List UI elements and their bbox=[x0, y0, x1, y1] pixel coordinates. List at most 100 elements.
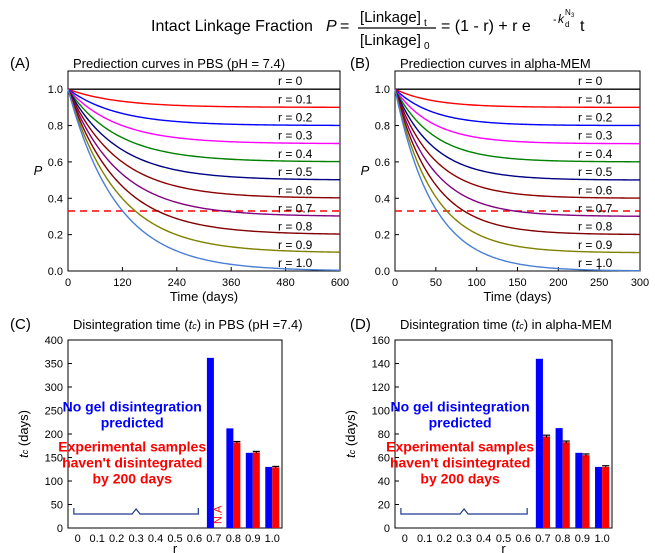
plot-frame bbox=[67, 70, 341, 272]
y-tick-label: 0.8 bbox=[48, 121, 63, 133]
series-line-r-0.5 bbox=[67, 88, 341, 181]
y-tick-label: 100 bbox=[372, 406, 390, 418]
y-tick-label: 400 bbox=[45, 335, 63, 347]
x-tick-label: 0.8 bbox=[226, 533, 241, 545]
y-tick-label: 0 bbox=[384, 523, 390, 535]
x-tick-label: 100 bbox=[467, 277, 485, 289]
panel-a: (A) Prediection curves in PBS (pH = 7.4) 0… bbox=[10, 55, 349, 304]
exponent-k-sup-sub: 3 bbox=[571, 13, 575, 19]
equation-rhs: = (1 - r) + r e bbox=[441, 18, 531, 35]
curve-label-r-0.3: r = 0.3 bbox=[578, 129, 613, 143]
equation-numerator: [Linkage] bbox=[360, 9, 421, 26]
series-line-r-0.9 bbox=[394, 89, 641, 254]
series-line-r-0.7 bbox=[394, 88, 641, 217]
series-line-r-0.4 bbox=[67, 88, 341, 163]
x-tick-label: 0.7 bbox=[535, 533, 550, 545]
annotation-blue-line: predicted bbox=[101, 414, 164, 430]
x-tick-label: 0.9 bbox=[575, 533, 590, 545]
bar-0.8-blue bbox=[555, 428, 563, 528]
y-tick-label: 80 bbox=[378, 429, 390, 441]
series-line-r-1 bbox=[67, 88, 341, 271]
annotation-red-line: Experimental samples bbox=[386, 438, 534, 454]
annotation-blue-line: No gel disintegration bbox=[390, 398, 529, 414]
x-tick-label: 0.8 bbox=[555, 533, 570, 545]
series-line-r-0.9 bbox=[67, 88, 341, 253]
y-axis-label: tc (days) bbox=[16, 410, 31, 458]
curve-label-r-0.2: r = 0.2 bbox=[278, 111, 313, 125]
x-tick-label: 300 bbox=[631, 277, 649, 289]
x-tick-label: 0.6 bbox=[516, 533, 531, 545]
bar-1.0-red bbox=[272, 467, 280, 528]
bracket bbox=[400, 508, 528, 515]
y-tick-label: 350 bbox=[45, 359, 63, 371]
series-line-r-0.1 bbox=[67, 88, 340, 108]
bar-0.9-red bbox=[582, 455, 590, 528]
bracket bbox=[73, 508, 199, 515]
x-tick-label: 0.1 bbox=[90, 533, 105, 545]
bar-1.0-red bbox=[602, 466, 610, 528]
x-axis-label: Time (days) bbox=[483, 289, 551, 304]
series-line-r-0.6 bbox=[67, 88, 341, 199]
series-line-r-0.6 bbox=[394, 88, 641, 199]
panel-c-title: Disintegration time (tc) in PBS (pH =7.4… bbox=[73, 317, 303, 332]
y-tick-label: 160 bbox=[372, 335, 390, 347]
x-tick-label: 1.0 bbox=[265, 533, 280, 545]
series-line-r-0.3 bbox=[67, 88, 341, 145]
y-tick-label: 20 bbox=[378, 500, 390, 512]
curve-label-r-1: r = 1.0 bbox=[578, 256, 613, 270]
x-tick-label: 360 bbox=[222, 277, 240, 289]
y-tick-label: 150 bbox=[45, 453, 63, 465]
exponent-k: k bbox=[558, 12, 565, 26]
y-tick-label: 200 bbox=[45, 429, 63, 441]
annotation-red-line: Experimental samples bbox=[58, 438, 206, 454]
x-tick-label: 0.9 bbox=[245, 533, 260, 545]
bar-0.7-red bbox=[542, 436, 551, 528]
x-tick-label: 120 bbox=[113, 277, 131, 289]
series-line-r-0.2 bbox=[67, 88, 341, 127]
curve-label-r-0.1: r = 0.1 bbox=[278, 92, 313, 106]
y-tick-label: 0.4 bbox=[375, 193, 390, 205]
curve-label-r-0.8: r = 0.8 bbox=[578, 220, 613, 234]
panel-c: (C) Disintegration time (tc) in PBS (pH =… bbox=[10, 316, 303, 553]
y-tick-label: 0.6 bbox=[375, 157, 390, 169]
x-tick-label: 0 bbox=[392, 277, 398, 289]
series-line-r-0.8 bbox=[394, 88, 641, 236]
y-axis-label: tc (days) bbox=[343, 410, 358, 458]
annotation-red-line: by 200 days bbox=[93, 470, 173, 486]
equation-denominator: [Linkage] bbox=[360, 32, 421, 49]
curve-label-r-0: r = 0 bbox=[578, 74, 603, 88]
equation-tail: t bbox=[580, 18, 585, 35]
curve-label-r-0.4: r = 0.4 bbox=[278, 147, 313, 161]
x-axis-label: r bbox=[501, 541, 506, 553]
x-tick-label: 0.1 bbox=[417, 533, 432, 545]
x-tick-label: 0.3 bbox=[456, 533, 471, 545]
series-line-r-0.5 bbox=[394, 88, 641, 181]
y-tick-label: 60 bbox=[378, 453, 390, 465]
bar-0.9-red bbox=[252, 452, 260, 528]
y-tick-label: 100 bbox=[45, 476, 63, 488]
curve-label-r-0.9: r = 0.9 bbox=[278, 238, 313, 252]
x-tick-label: 600 bbox=[331, 277, 349, 289]
y-axis-label: P bbox=[361, 163, 370, 178]
y-tick-label: 0.0 bbox=[375, 266, 390, 278]
equation-numerator-sub: t bbox=[424, 18, 427, 29]
series-line-r-0.8 bbox=[67, 88, 341, 235]
series-line-r-0.7 bbox=[67, 88, 341, 217]
panel-b-title: Prediection curves in alpha-MEM bbox=[400, 56, 591, 71]
curve-label-r-0.2: r = 0.2 bbox=[578, 111, 613, 125]
series-line-r-0.3 bbox=[394, 88, 640, 145]
equation-header: Intact Linkage Fraction P = [Linkage] t … bbox=[151, 8, 585, 52]
bar-1.0-blue bbox=[265, 466, 273, 528]
bar-0.8-red bbox=[233, 442, 241, 528]
na-label: N.A bbox=[212, 505, 224, 524]
exponent-minus: - bbox=[553, 14, 557, 26]
equation-lead: Intact Linkage Fraction bbox=[151, 18, 313, 35]
bar-0.9-blue bbox=[245, 452, 253, 528]
annotation-red-line: by 200 days bbox=[420, 470, 500, 486]
curve-label-r-0.8: r = 0.8 bbox=[278, 220, 313, 234]
y-tick-label: 0.0 bbox=[48, 266, 63, 278]
curve-label-r-0.7: r = 0.7 bbox=[278, 201, 313, 215]
panel-d-letter: (D) bbox=[350, 316, 371, 333]
y-tick-label: 120 bbox=[372, 382, 390, 394]
panel-b-letter: (B) bbox=[350, 55, 370, 72]
